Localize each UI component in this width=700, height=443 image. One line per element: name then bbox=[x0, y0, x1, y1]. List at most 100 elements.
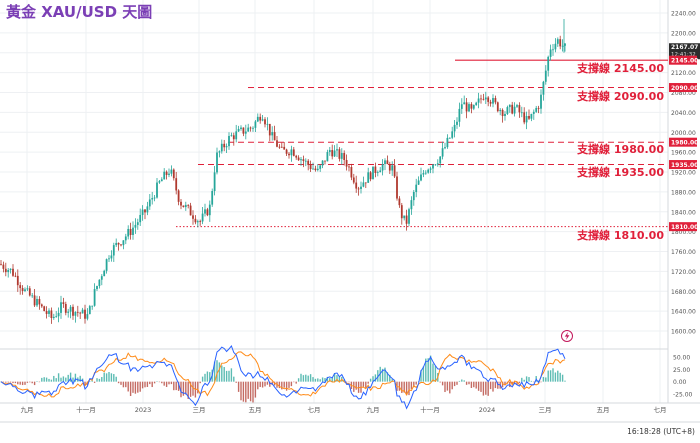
candle-body[interactable] bbox=[55, 316, 57, 317]
candle-body[interactable] bbox=[550, 49, 552, 56]
candle-body[interactable] bbox=[41, 304, 43, 306]
candle-body[interactable] bbox=[348, 167, 350, 168]
candle-body[interactable] bbox=[19, 285, 21, 288]
candle-body[interactable] bbox=[221, 144, 223, 152]
candle-body[interactable] bbox=[156, 183, 158, 198]
candle-body[interactable] bbox=[360, 187, 362, 189]
candle-body[interactable] bbox=[46, 311, 48, 314]
candle-body[interactable] bbox=[135, 225, 137, 228]
candle-body[interactable] bbox=[178, 190, 180, 201]
candle-body[interactable] bbox=[5, 269, 7, 272]
candle-body[interactable] bbox=[185, 205, 187, 207]
candle-body[interactable] bbox=[490, 102, 492, 104]
candle-body[interactable] bbox=[82, 310, 84, 314]
candle-body[interactable] bbox=[72, 307, 74, 316]
candle-body[interactable] bbox=[315, 169, 317, 170]
candle-body[interactable] bbox=[401, 205, 403, 218]
candle-body[interactable] bbox=[471, 104, 473, 109]
candle-body[interactable] bbox=[108, 258, 110, 259]
candle-body[interactable] bbox=[192, 215, 194, 218]
candle-body[interactable] bbox=[384, 160, 386, 164]
candle-body[interactable] bbox=[336, 149, 338, 150]
candle-body[interactable] bbox=[331, 150, 333, 156]
candle-body[interactable] bbox=[231, 135, 233, 136]
candle-body[interactable] bbox=[65, 304, 67, 313]
candle-body[interactable] bbox=[499, 110, 501, 111]
candle-body[interactable] bbox=[540, 95, 542, 109]
candle-body[interactable] bbox=[444, 147, 446, 148]
candle-body[interactable] bbox=[291, 149, 293, 155]
candle-body[interactable] bbox=[437, 163, 439, 164]
candle-body[interactable] bbox=[511, 105, 513, 114]
candle-body[interactable] bbox=[103, 271, 105, 276]
candle-body[interactable] bbox=[495, 98, 497, 102]
candle-body[interactable] bbox=[60, 302, 62, 313]
candle-body[interactable] bbox=[137, 222, 139, 225]
candle-body[interactable] bbox=[528, 116, 530, 119]
candle-body[interactable] bbox=[245, 132, 247, 134]
candle-body[interactable] bbox=[190, 206, 192, 216]
candle-body[interactable] bbox=[293, 149, 295, 155]
candle-body[interactable] bbox=[439, 157, 441, 164]
candle-body[interactable] bbox=[478, 99, 480, 103]
candle-body[interactable] bbox=[535, 108, 537, 112]
candle-body[interactable] bbox=[399, 199, 401, 206]
candle-body[interactable] bbox=[187, 205, 189, 206]
candle-body[interactable] bbox=[533, 112, 535, 114]
candle-body[interactable] bbox=[507, 107, 509, 114]
candle-body[interactable] bbox=[341, 153, 343, 159]
candle-body[interactable] bbox=[238, 129, 240, 131]
candle-body[interactable] bbox=[475, 103, 477, 105]
candle-body[interactable] bbox=[483, 99, 485, 100]
candle-body[interactable] bbox=[557, 39, 559, 44]
candle-body[interactable] bbox=[432, 165, 434, 169]
candle-body[interactable] bbox=[159, 181, 161, 182]
candle-body[interactable] bbox=[211, 191, 213, 205]
candle-body[interactable] bbox=[173, 170, 175, 179]
candle-body[interactable] bbox=[271, 132, 273, 135]
candle-body[interactable] bbox=[485, 97, 487, 99]
candle-body[interactable] bbox=[252, 128, 254, 129]
candle-body[interactable] bbox=[365, 182, 367, 183]
candle-body[interactable] bbox=[274, 132, 276, 140]
candle-body[interactable] bbox=[79, 313, 81, 314]
candle-body[interactable] bbox=[389, 164, 391, 170]
candle-body[interactable] bbox=[451, 131, 453, 137]
candle-body[interactable] bbox=[358, 189, 360, 190]
candle-body[interactable] bbox=[415, 185, 417, 192]
candle-body[interactable] bbox=[276, 140, 278, 146]
candle-body[interactable] bbox=[111, 255, 113, 258]
candle-body[interactable] bbox=[219, 151, 221, 152]
candle-body[interactable] bbox=[240, 128, 242, 129]
candle-body[interactable] bbox=[346, 160, 348, 167]
candle-body[interactable] bbox=[180, 202, 182, 206]
candle-body[interactable] bbox=[15, 276, 17, 277]
candle-body[interactable] bbox=[427, 170, 429, 173]
candle-body[interactable] bbox=[89, 306, 91, 314]
candle-body[interactable] bbox=[247, 128, 249, 132]
candle-body[interactable] bbox=[497, 102, 499, 111]
candle-body[interactable] bbox=[442, 148, 444, 156]
candle-body[interactable] bbox=[324, 161, 326, 162]
candle-body[interactable] bbox=[425, 173, 427, 174]
candle-body[interactable] bbox=[43, 306, 45, 311]
candle-body[interactable] bbox=[127, 229, 129, 236]
candle-body[interactable] bbox=[147, 206, 149, 212]
candle-body[interactable] bbox=[545, 71, 547, 82]
candle-body[interactable] bbox=[406, 216, 408, 224]
candle-body[interactable] bbox=[149, 199, 151, 206]
candle-body[interactable] bbox=[29, 288, 31, 295]
lightning-bolt-icon[interactable] bbox=[562, 331, 573, 342]
candle-body[interactable] bbox=[339, 149, 341, 159]
candle-body[interactable] bbox=[233, 135, 235, 139]
candle-body[interactable] bbox=[163, 172, 165, 180]
candle-body[interactable] bbox=[312, 169, 314, 170]
candle-body[interactable] bbox=[370, 172, 372, 179]
candle-body[interactable] bbox=[264, 119, 266, 124]
candle-body[interactable] bbox=[123, 240, 125, 245]
candle-body[interactable] bbox=[279, 147, 281, 148]
candle-body[interactable] bbox=[75, 312, 77, 316]
candle-body[interactable] bbox=[420, 175, 422, 181]
candle-body[interactable] bbox=[418, 180, 420, 184]
